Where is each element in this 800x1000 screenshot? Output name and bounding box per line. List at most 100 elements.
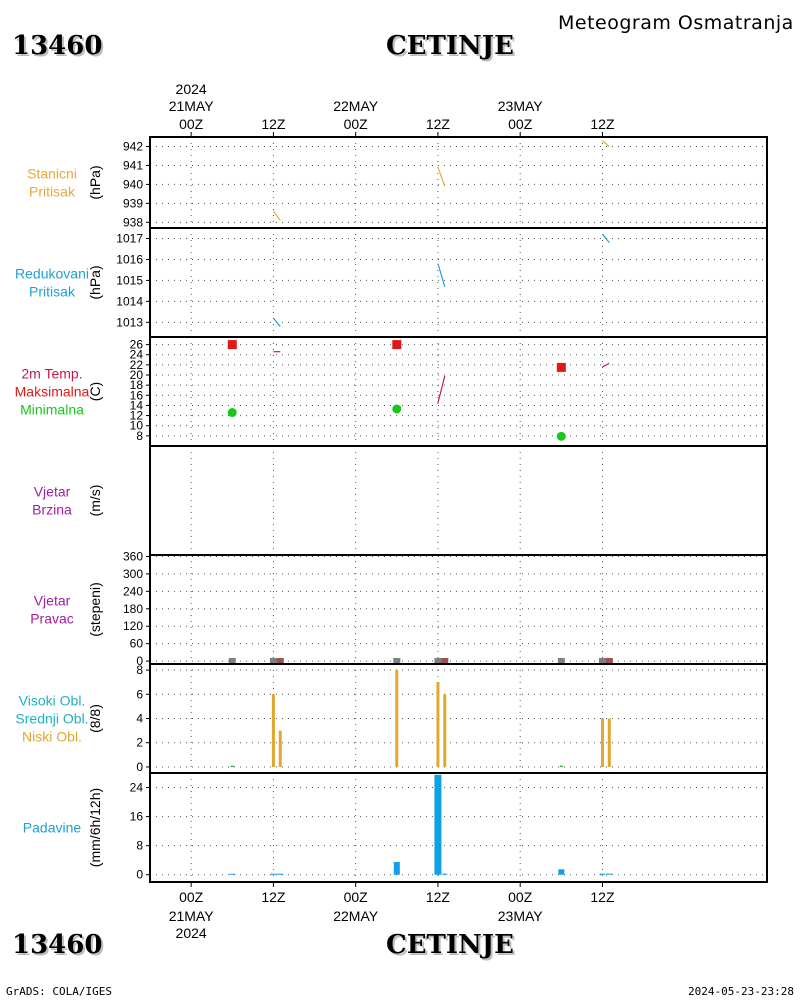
grads-credit: GrADS: COLA/IGES [6,985,112,998]
unit-label: (C) [87,382,103,401]
panel-label: Vjetar [34,484,71,500]
station-id-bottom: 13460 [12,930,103,960]
panel-label: 2m Temp. [21,366,82,382]
data-bar [271,694,275,767]
y-tick-label: 26 [130,338,144,352]
x-tick-label-top: 12Z [590,116,615,132]
date-label-top: 2024 [176,81,207,97]
x-tick-label-top: 12Z [426,116,451,132]
y-tick-label: 938 [123,215,143,229]
data-bar [395,670,399,767]
unit-label: (m/s) [87,485,103,517]
data-bar [558,869,565,875]
x-tick-label-bottom: 00Z [179,889,204,905]
data-line-segment [437,167,446,187]
wind-direction-marker [441,658,449,664]
panel-label: Srednji Obl. [15,711,88,727]
unit-label: (hPa) [87,265,103,299]
y-tick-label: 120 [123,619,143,633]
panel-frame [149,136,768,229]
station-id-top: 13460 [12,31,103,61]
y-tick-label: 24 [130,781,144,795]
wind-direction-marker [557,658,565,664]
x-tick-label-top: 00Z [179,116,204,132]
y-tick-label: 6 [136,687,143,701]
panel-label: Minimalna [20,402,84,418]
x-tick-label-bottom: 12Z [590,889,615,905]
y-tick-label: 8 [136,839,143,853]
panel-frame [149,554,768,665]
date-label-bottom: 23MAY [498,908,544,924]
wind-direction-marker [276,658,284,664]
data-bar [599,873,606,875]
panel-label: Pritisak [29,184,76,200]
date-label-bottom: 22MAY [333,908,379,924]
x-tick-label-bottom: 00Z [508,889,533,905]
station-name-bottom: CETINJE [386,930,514,960]
panel-label: Stanicni [27,166,77,182]
unit-label: (hPa) [87,165,103,199]
y-tick-label: 1016 [116,252,143,266]
min-temp-marker [556,431,566,441]
max-temp-marker [392,340,402,350]
y-tick-label: 4 [136,712,143,726]
data-bar [443,694,447,767]
max-temp-marker [227,340,237,350]
data-bar [436,682,440,767]
panel-frame [149,772,768,883]
y-tick-label: 8 [136,663,143,677]
y-tick-label: 20 [130,368,144,382]
panel-label: Padavine [23,820,82,836]
y-tick-label: 942 [123,139,143,153]
data-line-segment [272,210,281,221]
wind-direction-marker [598,658,606,664]
station-name-top: CETINJE [386,31,514,61]
y-tick-label: 2 [136,736,143,750]
x-tick-label-top: 00Z [344,116,369,132]
y-tick-label: 16 [130,388,144,402]
panel-label: Visoki Obl. [19,693,86,709]
data-bar [230,765,234,767]
y-tick-label: 1014 [116,294,143,308]
data-bar [434,774,442,875]
data-line-segment [602,233,610,244]
data-bar [559,765,563,767]
y-tick-label: 240 [123,584,143,598]
data-line-segment [272,317,281,327]
panel-label: Brzina [32,502,72,518]
y-tick-label: 24 [130,348,144,362]
data-line-segment [602,362,610,368]
min-temp-marker [392,404,402,414]
date-label-bottom: 21MAY [169,908,215,924]
data-bar [277,873,284,875]
y-tick-label: 940 [123,177,143,191]
y-tick-label: 360 [123,549,143,563]
x-tick-label-top: 00Z [508,116,533,132]
y-tick-label: 22 [130,358,144,372]
max-temp-marker [556,362,566,372]
y-tick-label: 10 [130,419,144,433]
date-label-top: 22MAY [333,98,379,114]
panel-label: Pritisak [29,284,76,300]
min-temp-marker [227,408,237,418]
panel-frame [149,445,768,556]
panel-label: Maksimalna [15,384,90,400]
y-tick-label: 16 [130,810,144,824]
data-bar [278,730,282,767]
date-label-top: 23MAY [498,98,544,114]
data-line-segment [602,140,610,147]
unit-label: (8/8) [87,704,103,733]
wind-direction-marker [393,658,401,664]
x-tick-label-bottom: 12Z [426,889,451,905]
y-tick-label: 12 [130,409,144,423]
wind-direction-marker [269,658,277,664]
data-bar [607,718,611,767]
panel-frame [149,227,768,338]
x-tick-label-bottom: 12Z [261,889,286,905]
wind-direction-marker [228,658,236,664]
y-tick-label: 1013 [116,315,143,329]
y-tick-label: 0 [136,654,143,668]
data-bar [393,862,400,875]
y-tick-label: 60 [130,637,144,651]
